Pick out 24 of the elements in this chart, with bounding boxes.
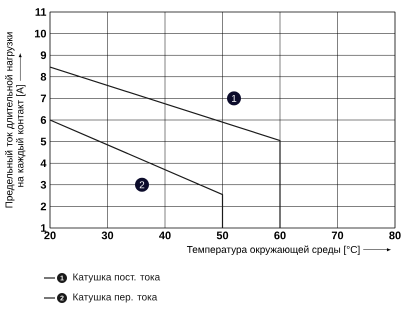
annotation: 2 [140, 181, 144, 188]
x-tick-label: 70 [332, 232, 344, 240]
x-tick-label: 30 [102, 232, 114, 240]
x-tick-label: 20 [44, 232, 56, 240]
y-tick-label: 5 [40, 138, 46, 146]
x-tick-label: 50 [216, 232, 228, 240]
y-tick-label: 7 [40, 94, 46, 102]
y-tick-label: 10 [34, 30, 46, 38]
y-axis-title: Предельный ток длительной нагрузки на каждый контакт [A] [5, 32, 26, 208]
y-tick-label: 1 [41, 224, 46, 232]
y-tick-label: 11 [36, 8, 46, 16]
y-tick-label: 3 [40, 180, 46, 189]
legend-label: Катушка пер. тока [73, 294, 158, 302]
x-axis-title: Температура окружающей среды [°C] [186, 246, 360, 255]
annotation: 1 [232, 94, 236, 102]
legend-label: Катушка пост. тока [73, 274, 160, 282]
y-tick-label: 4 [40, 159, 46, 167]
y-tick-label: 8 [40, 72, 46, 81]
x-tick-label: 80 [389, 232, 401, 240]
x-tick-label: 60 [274, 232, 286, 240]
x-tick-label: 40 [159, 232, 171, 240]
y-tick-label: 6 [40, 116, 46, 124]
y-tick-label: 9 [40, 51, 46, 60]
y-tick-label: 2 [40, 202, 46, 210]
